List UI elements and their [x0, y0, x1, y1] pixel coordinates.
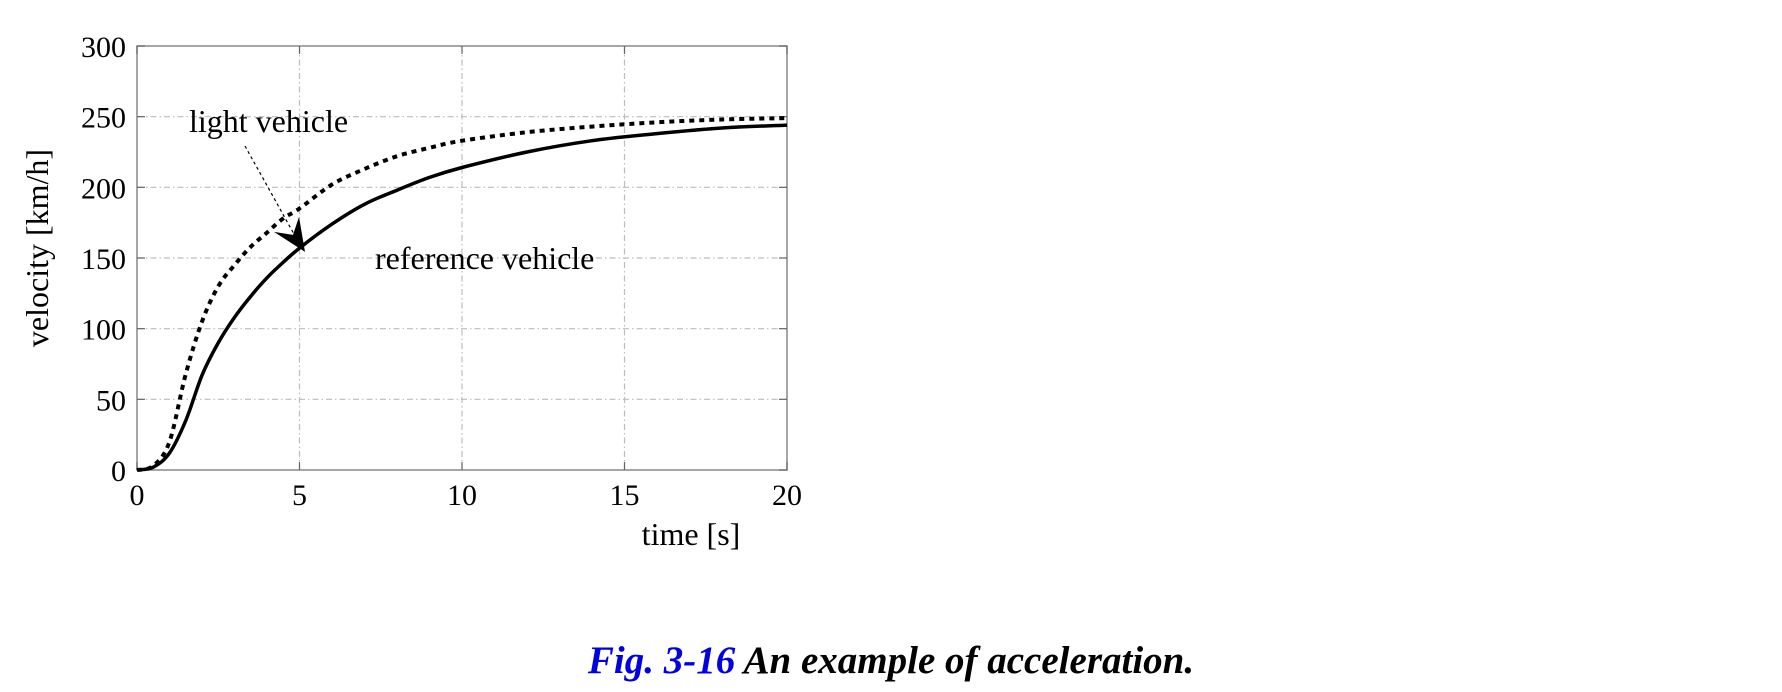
axis-ticks — [136, 45, 788, 471]
annotation-light-vehicle-label: light vehicle — [189, 103, 348, 139]
y-tick-label: 300 — [81, 31, 126, 64]
x-axis-label: time [s] — [642, 516, 741, 552]
annotation-reference-vehicle-label: reference vehicle — [375, 240, 594, 276]
y-tick-label: 150 — [81, 243, 126, 276]
grid-lines — [137, 46, 787, 470]
y-tick-label: 0 — [111, 455, 126, 488]
x-tick-label: 10 — [447, 479, 477, 512]
x-tick-label: 0 — [130, 479, 145, 512]
annotation-light-vehicle: light vehicle — [189, 103, 348, 252]
y-tick-label: 100 — [81, 314, 126, 347]
figure-caption: Fig. 3-16 An example of acceleration. — [0, 638, 1782, 684]
annotation-arrow-head-icon — [274, 216, 305, 252]
series-line-reference-vehicle — [136, 123, 788, 472]
figure-number: Fig. 3-16 — [587, 639, 736, 682]
x-tick-label: 20 — [772, 479, 802, 512]
x-tick-label: 5 — [292, 479, 307, 512]
y-axis-label: velocity [km/h] — [19, 149, 55, 347]
y-tick-label: 250 — [81, 102, 126, 135]
series-lines — [136, 116, 788, 472]
series-line-light-vehicle — [136, 116, 788, 472]
annotation-arrow-line — [244, 145, 296, 237]
x-tick-label: 15 — [610, 479, 640, 512]
y-tick-label: 50 — [96, 384, 126, 417]
y-tick-label: 200 — [81, 172, 126, 205]
figure-caption-text: An example of acceleration. — [743, 639, 1195, 682]
